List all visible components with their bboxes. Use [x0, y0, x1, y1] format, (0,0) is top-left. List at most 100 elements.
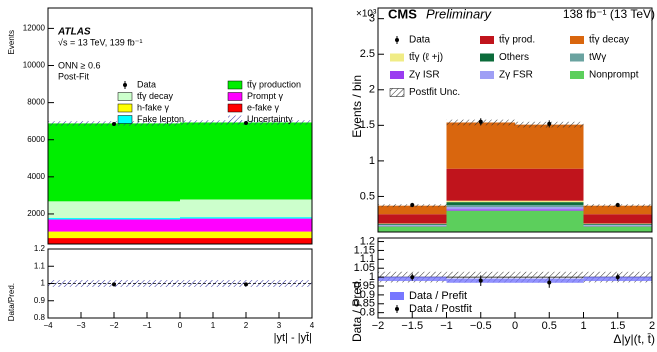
y-tick-label: 1.1 [34, 261, 46, 270]
bar-segment [583, 205, 652, 215]
annotation: ATLAS [57, 27, 91, 38]
legend-swatch [390, 53, 404, 62]
y-tick-label: 4000 [27, 172, 45, 181]
legend-swatch [227, 103, 243, 113]
legend-label: Data [137, 79, 156, 89]
data-point [410, 275, 415, 280]
legend-label: Fake lepton [137, 114, 184, 124]
plot-area [378, 118, 652, 232]
bar-segment [583, 226, 652, 232]
legend-label: h-fake γ [137, 102, 170, 112]
y-tick-label: 1.2 [34, 244, 46, 253]
plot-area [378, 271, 652, 288]
data-point [615, 275, 620, 280]
legend-swatch [228, 115, 242, 124]
legend-swatch [117, 92, 133, 101]
bar-segment [180, 238, 312, 244]
bar-segment [180, 199, 312, 218]
y-tick-label: 2.5 [360, 48, 375, 60]
bar-segment [48, 219, 180, 232]
bar-segment [446, 168, 515, 201]
data-point [478, 278, 483, 283]
y-tick-label: 8000 [27, 98, 45, 107]
bar-segment [515, 124, 584, 169]
y-axis-label: Events [7, 30, 16, 54]
legend-label: Data [409, 35, 431, 46]
annotation: ONN ≥ 0.6 [58, 60, 100, 70]
x-tick-label: −2 [109, 321, 119, 330]
y-axis-label: Data / Pred. [350, 278, 364, 342]
legend-label: tt̄γ decay [137, 91, 174, 101]
legend-label: tt̄γ production [247, 79, 301, 89]
x-tick-label: 2 [649, 320, 655, 332]
y-tick-label: 2 [369, 84, 375, 96]
x-tick-label: 1 [211, 321, 216, 330]
legend-swatch [570, 53, 584, 62]
bar-segment [48, 238, 180, 244]
annotation: Post-Fit [58, 71, 90, 81]
x-tick-label: −0.5 [470, 320, 492, 332]
data-point [112, 121, 116, 126]
legend-swatch [570, 36, 584, 44]
annotation: 138 fb⁻¹ (13 TeV) [563, 7, 655, 21]
legend-swatch [390, 71, 404, 79]
x-tick-label: 2 [244, 321, 249, 330]
legend-label: tWγ [589, 52, 606, 63]
plot-area [48, 280, 312, 287]
data-point [244, 121, 248, 126]
legend-label: tt̄γ decay [589, 33, 629, 45]
legend-label: Prompt γ [247, 91, 284, 101]
bar-segment [446, 209, 515, 211]
legend-label: tt̄γ (ℓ +j) [409, 51, 443, 63]
bar-segment [378, 205, 447, 215]
bar-segment [446, 207, 515, 210]
x-tick-label: −1 [142, 321, 152, 330]
x-tick-label: −1.5 [401, 320, 423, 332]
legend-swatch [389, 88, 405, 97]
bar-segment [515, 200, 584, 203]
y-axis-label: Events / bin [350, 75, 364, 138]
y-tick-label: 6000 [27, 135, 45, 144]
annotation: CMS [388, 6, 417, 21]
y-tick-label: 1.15 [354, 244, 375, 256]
bar-segment [378, 223, 447, 225]
legend-label: Zγ FSR [499, 70, 533, 81]
bar-segment [583, 224, 652, 226]
y-tick-label: 0.8 [360, 307, 375, 319]
bar-segment [378, 226, 447, 232]
legend-label: tt̄γ prod. [499, 33, 535, 45]
y-tick-label: 0.5 [360, 190, 375, 202]
data-point [478, 119, 483, 124]
legend-swatch [480, 36, 494, 44]
y-tick-label: 1.05 [354, 262, 375, 274]
bar-segment [446, 204, 515, 208]
legend-swatch [570, 71, 584, 79]
y-tick-label: 3 [369, 13, 375, 25]
y-tick-label: 12000 [23, 24, 46, 33]
legend-swatch [390, 292, 404, 300]
legend-swatch [480, 71, 494, 79]
bar-segment [180, 217, 312, 219]
bar-segment [515, 168, 584, 201]
legend-label: Zγ ISR [409, 70, 440, 81]
y-tick-label: 1.2 [360, 235, 375, 247]
data-point [547, 121, 552, 126]
y-tick-label: 1 [41, 279, 46, 288]
y-tick-label: 10000 [23, 61, 46, 70]
bar-segment [378, 214, 447, 224]
y-tick-label: 0.9 [360, 289, 375, 301]
bar-segment [515, 204, 584, 208]
legend-label: Data / Postfit [409, 303, 472, 315]
data-point [244, 282, 248, 287]
frame [377, 7, 653, 233]
bar-segment [48, 201, 180, 219]
y-axis-label: Data/Pred. [7, 283, 16, 321]
y-tick-label: 0.95 [354, 280, 375, 292]
bar-segment [378, 224, 447, 226]
x-tick-label: 0 [512, 320, 518, 332]
y-tick-label: 0.85 [354, 298, 375, 310]
bar-segment [180, 218, 312, 232]
y-tick-label: 1.1 [360, 253, 375, 265]
plot-area [48, 120, 312, 244]
bar-segment [446, 122, 515, 169]
